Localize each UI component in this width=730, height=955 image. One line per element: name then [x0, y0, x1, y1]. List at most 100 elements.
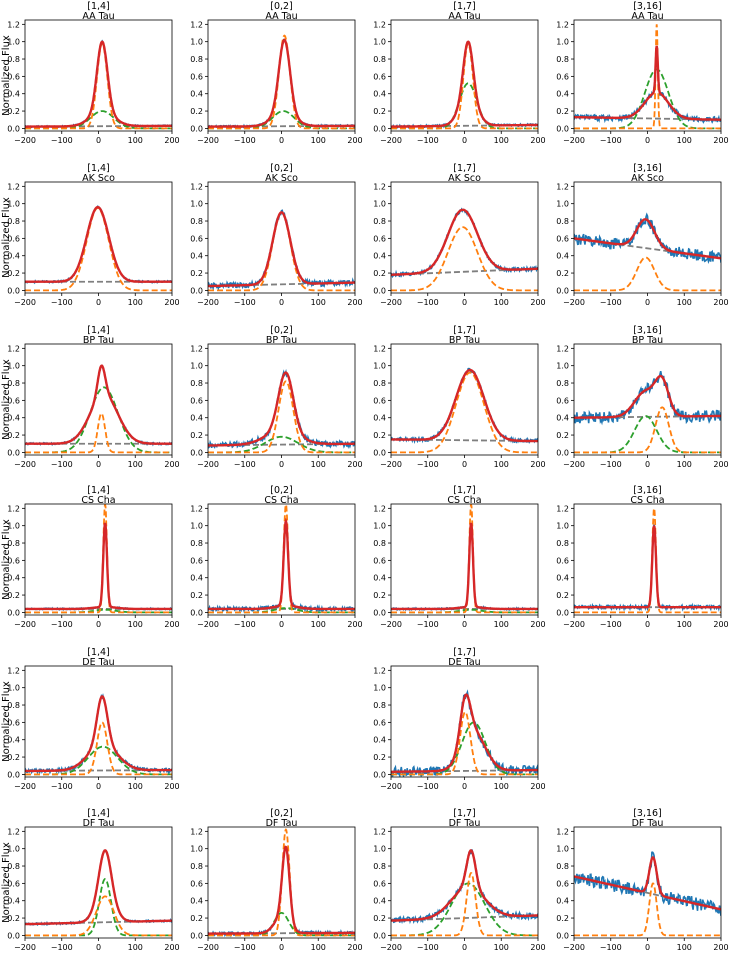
y-tick-label: 0.0	[190, 448, 203, 457]
y-tick-label: 1.0	[7, 522, 20, 531]
x-tick-label: −100	[51, 298, 73, 307]
total-fit	[391, 368, 538, 443]
y-tick-label: 0.2	[7, 753, 20, 762]
plot-area	[391, 689, 538, 777]
x-tick-label: −100	[600, 620, 622, 629]
panel-star-label: DF Tau	[266, 818, 298, 829]
y-tick-label: 0.0	[556, 931, 569, 940]
y-tick-label: 1.2	[7, 20, 20, 29]
total-fit	[25, 364, 172, 445]
x-tick-label: 100	[311, 460, 326, 469]
y-tick-label: 0.4	[7, 252, 20, 261]
broad-component	[25, 745, 172, 776]
y-tick-label: 0.2	[190, 914, 203, 923]
x-tick-label: 200	[530, 298, 545, 307]
y-tick-label: 1.0	[556, 362, 569, 371]
x-tick-label: 200	[164, 943, 179, 952]
y-tick-label: 0.0	[7, 931, 20, 940]
y-tick-label: 0.8	[7, 217, 20, 226]
y-tick-label: 0.0	[373, 931, 386, 940]
axes-frame	[24, 343, 173, 456]
y-tick-label: 0.4	[7, 90, 20, 99]
x-tick-label: 200	[530, 460, 545, 469]
y-tick-label: 1.2	[373, 504, 386, 513]
total-fit	[391, 522, 538, 611]
y-tick-label: 0.8	[556, 539, 569, 548]
panel-line-label: [1,7]	[453, 325, 476, 336]
x-tick-label: 100	[677, 620, 692, 629]
y-tick-label: 0.2	[7, 269, 20, 278]
narrow-component	[574, 406, 721, 454]
x-tick-label: 0	[645, 460, 650, 469]
x-tick-label: −100	[234, 620, 256, 629]
y-tick-label: 0.4	[373, 897, 386, 906]
panel-line-label: [3,16]	[633, 808, 662, 819]
panel-star-label: AK Sco	[448, 173, 481, 184]
panel-line-label: [3,16]	[633, 163, 662, 174]
panel-line-label: [1,4]	[87, 163, 110, 174]
panel-0-3: 0.0 0.2 0.4 0.6 0.8 1.0 1.2 −200 −100 0 100 200 [3,1…	[556, 1, 728, 145]
y-tick-label: 0.2	[556, 431, 569, 440]
plot-area	[574, 508, 721, 614]
panel-5-0: 0.0 0.2 0.4 0.6 0.8 1.0 1.2 −200 −100 0 100 200 [1,4…	[1, 808, 180, 952]
x-tick-label: 100	[128, 136, 143, 145]
y-tick-label: 1.0	[556, 522, 569, 531]
x-tick-label: 200	[530, 136, 545, 145]
x-tick-label: −100	[417, 943, 439, 952]
x-tick-label: 0	[96, 782, 101, 791]
observed-spectrum	[574, 524, 721, 612]
panel-line-label: [3,16]	[633, 1, 662, 12]
y-axis-label: Normalized Flux	[1, 35, 12, 116]
y-tick-label: 0.4	[556, 90, 569, 99]
plot-area	[574, 24, 721, 130]
y-tick-label: 1.2	[373, 827, 386, 836]
broad-component	[391, 82, 538, 130]
narrow-component	[574, 882, 721, 937]
plot-area	[391, 207, 538, 292]
x-tick-label: 100	[677, 136, 692, 145]
y-tick-label: 1.2	[7, 827, 20, 836]
x-tick-label: −200	[197, 620, 219, 629]
panel-line-label: [1,7]	[453, 163, 476, 174]
x-tick-label: 200	[713, 136, 728, 145]
x-tick-label: 100	[677, 298, 692, 307]
y-tick-label: 0.8	[190, 55, 203, 64]
y-tick-label: 1.0	[190, 845, 203, 854]
panel-star-label: BP Tau	[632, 335, 663, 346]
x-tick-label: 0	[279, 298, 284, 307]
panel-1-0: 0.0 0.2 0.4 0.6 0.8 1.0 1.2 −200 −100 0 100 200 [1,4…	[1, 163, 180, 307]
axes-frame	[573, 19, 722, 132]
y-tick-label: 0.0	[190, 931, 203, 940]
panel-star-label: BP Tau	[83, 335, 114, 346]
y-tick-label: 0.6	[373, 72, 386, 81]
y-tick-label: 0.6	[7, 72, 20, 81]
panel-star-label: DE Tau	[448, 657, 480, 668]
y-tick-label: 1.2	[556, 182, 569, 191]
y-tick-label: 0.2	[556, 269, 569, 278]
x-tick-label: 100	[494, 460, 509, 469]
broad-component	[208, 912, 355, 937]
y-tick-label: 1.2	[373, 182, 386, 191]
panel-4-2: 0.0 0.2 0.4 0.6 0.8 1.0 1.2 −200 −100 0 100 200 [1,7…	[373, 647, 545, 791]
y-tick-label: 0.4	[7, 897, 20, 906]
y-tick-label: 0.4	[373, 252, 386, 261]
plot-area	[25, 849, 172, 937]
y-tick-label: 1.0	[556, 845, 569, 854]
y-tick-label: 1.2	[373, 344, 386, 353]
x-tick-label: 0	[279, 943, 284, 952]
x-tick-label: −200	[380, 460, 402, 469]
x-tick-label: −200	[563, 620, 585, 629]
axes-frame	[207, 181, 356, 294]
x-tick-label: 200	[164, 298, 179, 307]
y-tick-label: 0.4	[7, 574, 20, 583]
y-tick-label: 1.0	[7, 684, 20, 693]
panel-star-label: AK Sco	[82, 173, 115, 184]
y-tick-label: 1.0	[190, 200, 203, 209]
y-tick-label: 0.8	[7, 55, 20, 64]
y-tick-label: 0.2	[190, 431, 203, 440]
x-tick-label: 100	[311, 943, 326, 952]
y-tick-label: 0.0	[190, 286, 203, 295]
x-tick-label: 100	[494, 782, 509, 791]
y-tick-label: 0.6	[190, 556, 203, 565]
y-tick-label: 0.8	[190, 539, 203, 548]
